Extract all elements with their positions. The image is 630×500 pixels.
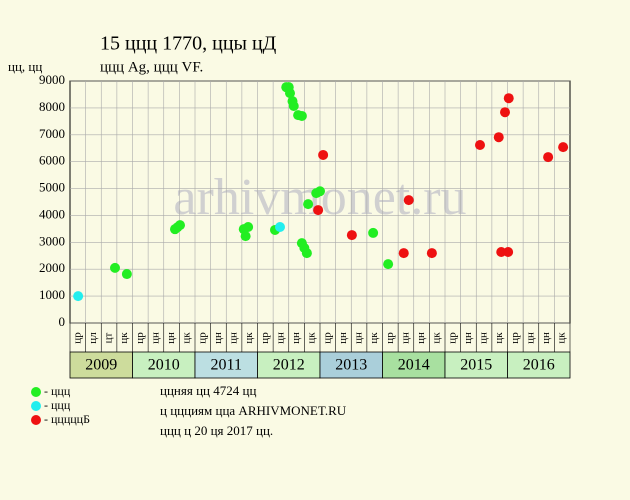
quarter-label: цн [478,332,490,344]
y-tick-label: 1000 [39,287,65,302]
y-tick-label: 0 [59,314,66,329]
quarter-label: цк [306,332,318,344]
quarter-label: цн [290,332,302,344]
legend-label: - ццц [44,398,71,412]
quarter-label: цк [243,332,255,344]
quarter-label: цн [540,332,552,344]
point [175,220,185,231]
y-tick-label: 3000 [39,233,65,248]
year-label: 2015 [460,357,492,374]
point [426,248,437,259]
quarter-label: цр [384,332,396,344]
year-band [319,351,383,379]
point [110,262,120,273]
legend-label: - цццццБ [44,412,90,426]
quarter-label: цн [212,332,224,344]
point [403,195,414,206]
y-tick-label: 2000 [39,260,65,275]
quarter-label: цн [149,332,161,344]
point [368,227,379,238]
year-label: 2016 [523,357,555,374]
point [558,142,569,153]
point [240,231,251,242]
chart-subtitle: ццц Ag, ццц VF. [100,59,203,75]
year-label: 2014 [398,357,430,374]
year-band [507,351,571,379]
year-label: 2010 [148,357,180,374]
legend-marker [31,401,41,411]
quarter-label: цн [524,332,536,344]
point [73,291,84,302]
quarter-label: цк [118,332,130,344]
quarter-label: цл [87,332,99,344]
y-tick-label: 8000 [39,99,65,114]
quarter-label: цк [368,332,380,344]
quarter-label: цн [274,332,286,344]
point [285,88,295,99]
y-tick-label: 9000 [39,72,65,87]
y-tick-label: 4000 [39,206,65,221]
year-band [382,351,446,379]
legend-marker [31,387,41,397]
quarter-label: цн [165,332,177,344]
quarter-label: цн [353,332,365,344]
point [301,248,312,259]
year-band [132,351,196,379]
point [288,101,299,112]
point [503,93,514,104]
point [318,149,329,160]
note: ццц ц 20 ця 2017 цц. [160,423,273,438]
point [243,222,254,233]
quarter-label: цр [509,332,521,344]
point [503,247,514,258]
y-tick-label: 5000 [39,180,65,195]
point [313,205,324,216]
quarter-label: цр [71,332,83,344]
quarter-label: цр [196,332,208,344]
y-axis-label: цц, цц [8,59,42,74]
year-label: 2012 [273,357,305,374]
quarter-label: цр [259,332,271,344]
chart-title: 15 ццц 1770, ццы цД [100,33,277,55]
quarter-label: цр [321,332,333,344]
legend-label: - ццц [44,384,71,398]
quarter-label: цн [462,332,474,344]
point [500,107,510,118]
point [121,269,132,280]
note: ц ццциям цца ARHIVMONET.RU [160,403,347,418]
point [475,139,485,150]
quarter-label: цк [493,332,505,344]
note: ццняя цц 4724 цц [160,383,256,398]
point [275,222,285,233]
quarter-label: цр [134,332,146,344]
point [398,248,409,259]
quarter-label: цк [181,332,193,344]
year-label: 2013 [335,357,367,374]
year-label: 2011 [211,357,242,374]
quarter-label: цн [399,332,411,344]
quarter-label: цн [228,332,240,344]
quarter-label: цр [446,332,458,344]
point [303,199,314,210]
year-band [69,351,133,379]
point [346,230,357,241]
point [383,259,394,270]
quarter-label: цн [415,332,427,344]
year-band [257,351,321,379]
point [496,247,507,258]
year-label: 2009 [85,357,117,374]
point [543,152,554,163]
quarter-label: цк [431,332,443,344]
y-tick-label: 7000 [39,126,65,141]
quarter-label: цн [337,332,349,344]
y-tick-label: 6000 [39,153,65,168]
point [315,186,325,197]
quarter-label: цк [556,332,568,344]
point [296,110,307,121]
quarter-label: цт [103,332,115,343]
legend-marker [31,415,41,425]
point [493,132,504,143]
